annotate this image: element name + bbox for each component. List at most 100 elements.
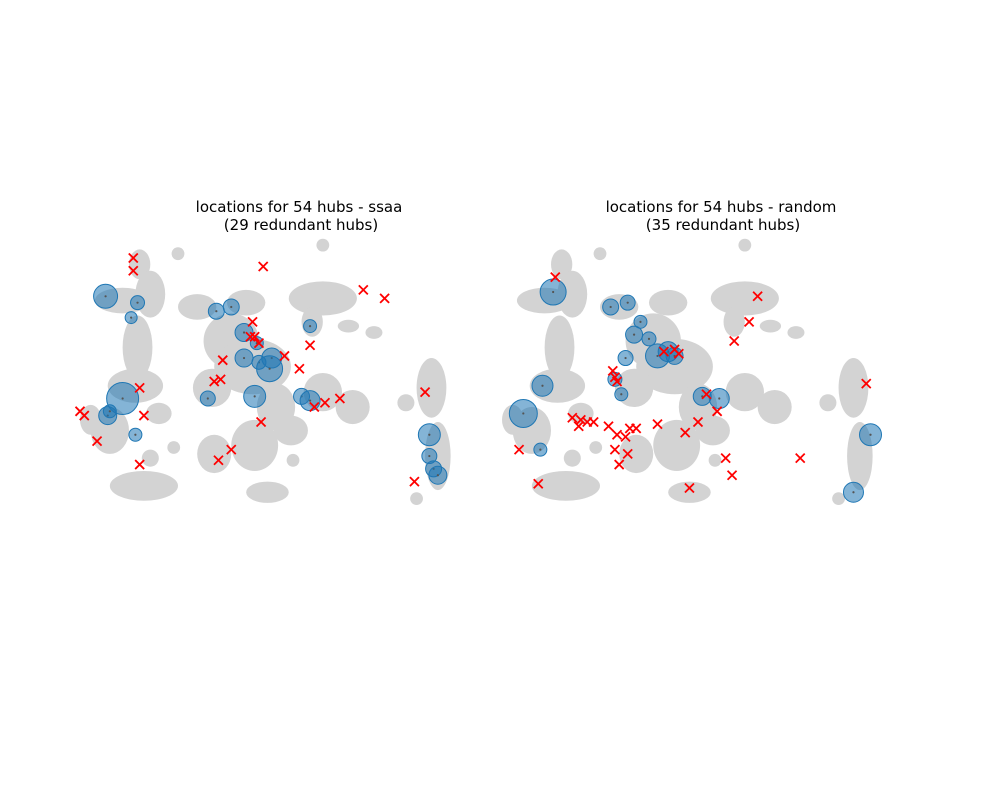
redundant-hub-marker [567,412,578,423]
background-point-cluster [167,441,181,454]
redundant-hub-marker [588,416,599,428]
redundant-hubs [74,252,431,487]
redundant-hub-marker [409,476,420,487]
background-point-cluster [593,247,607,261]
background-point-cluster [146,402,172,425]
background-point-cluster [619,434,654,474]
redundant-hub-marker [861,378,872,389]
redundant-hub-stroke [861,378,872,389]
hub-center-dot [852,491,855,494]
redundant-hub-marker [620,431,631,443]
redundant-hub-stroke [128,265,139,276]
redundant-hub-stroke [729,335,740,347]
redundant-hub-marker [575,414,586,425]
hub-center-dot [609,305,612,309]
background-point-cluster [787,326,805,339]
redundant-hub-stroke [319,397,331,408]
hub-center-dot [718,397,721,400]
redundant-hub-marker [209,376,220,387]
background-point-cluster [757,390,792,425]
redundant-hub-marker [609,444,621,455]
hub-center-dot [215,310,218,313]
background-point-cluster [80,404,102,435]
background-point-cluster [397,394,415,412]
redundant-hub-stroke [226,444,237,455]
redundant-hub-marker [652,418,663,430]
background-point-cluster [416,358,447,418]
redundant-hub-marker [614,459,625,470]
redundant-hub-stroke [334,393,346,404]
subplot-random: locations for 54 hubs - random (35 redun… [502,198,883,506]
background-point-cluster [197,434,232,474]
redundant-hub-stroke [533,478,544,489]
redundant-hub-marker [533,478,544,489]
redundant-hub-stroke [209,376,220,387]
redundant-hub-stroke [603,421,614,432]
background-point-cluster [668,481,711,503]
redundant-hub-stroke [614,459,625,470]
redundant-hub-stroke [795,453,806,464]
background-point-cluster [122,315,153,380]
redundant-hub-stroke [294,363,305,374]
background-point-cluster [531,470,600,501]
redundant-hub-stroke [253,338,265,349]
redundant-hub-stroke [138,410,150,421]
redundant-hub-stroke [91,435,103,447]
subplot-random-title-line2: (35 redundant hubs) [646,216,800,234]
background-point-cluster [286,453,300,467]
redundant-hub-marker [213,455,224,466]
redundant-hub-marker [631,423,642,434]
redundant-hub-marker [680,427,691,438]
redundant-hub-stroke [134,459,145,470]
background-point-cluster [337,319,360,333]
background-point-cluster [288,281,357,316]
subplot-ssaa-title-line2: (29 redundant hubs) [224,216,378,234]
hub-center-dot [108,410,111,413]
redundant-hubs [513,271,872,494]
redundant-hub-marker [245,331,256,342]
redundant-hub-stroke [652,418,663,430]
redundant-hub-marker [334,393,346,404]
redundant-hub-marker [658,346,670,357]
redundant-hub-stroke [609,372,621,383]
redundant-hub-stroke [743,316,755,327]
redundant-hub-marker [603,421,614,432]
background-point-cluster [563,449,581,467]
redundant-hub-stroke [611,376,623,387]
redundant-hub-stroke [712,406,723,417]
redundant-hub-marker [692,416,704,428]
redundant-hub-stroke [279,350,290,362]
redundant-hub-marker [743,316,755,327]
hub-center-dot [647,337,651,340]
background-point-cluster [273,415,308,446]
redundant-hub-marker [712,406,723,417]
redundant-hub-marker [684,482,695,494]
background-point-cluster [738,238,752,252]
redundant-hub-marker [607,365,618,376]
active-hubs [508,278,883,503]
redundant-hub-marker [138,410,150,421]
redundant-hub-marker [255,416,267,428]
redundant-hub-stroke [573,421,584,432]
background-point-cluster [695,415,730,446]
hub-center-dot [253,395,256,398]
redundant-hub-stroke [680,427,691,438]
redundant-hub-marker [226,444,237,455]
redundant-hub-stroke [567,412,578,423]
redundant-hub-marker [215,374,226,385]
redundant-hub-stroke [684,482,695,494]
redundant-hub-stroke [409,476,420,487]
redundant-hub-stroke [726,470,738,481]
redundant-hub-marker [79,410,90,421]
redundant-hub-marker [513,444,525,455]
background-point-cluster [171,247,185,261]
redundant-hub-stroke [419,387,431,398]
redundant-hub-marker [134,459,145,470]
hub-center-dot [136,301,139,304]
redundant-hub-stroke [379,293,390,304]
hub-center-dot [626,301,629,304]
redundant-hub-marker [379,293,390,304]
background-point-cluster [838,358,869,418]
redundant-hub-marker [253,338,265,349]
hub-center-dot [230,305,233,309]
